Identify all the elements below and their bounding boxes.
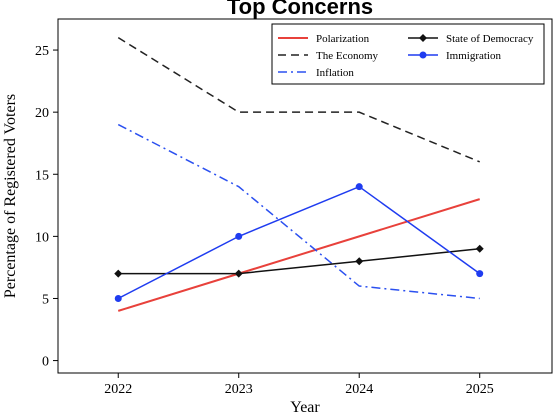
y-tick-label: 10 — [35, 230, 49, 245]
y-tick-label: 15 — [35, 168, 49, 183]
data-point-state-of-democracy — [475, 244, 484, 253]
legend: Polarization The Economy Inflation State of… — [271, 23, 545, 85]
legend-label-polarization: Polarization — [316, 33, 370, 45]
x-tick-label: 2022 — [104, 382, 132, 397]
data-point-immigration — [114, 294, 122, 302]
series-line-polarization — [117, 198, 481, 312]
series-line-the-economy — [117, 36, 480, 163]
x-axis-ticks: 2022 2023 2024 2025 — [104, 373, 494, 397]
x-tick-label: 2023 — [225, 382, 253, 397]
x-axis-label: Year — [290, 399, 320, 416]
y-tick-label: 20 — [35, 106, 49, 121]
legend-marker-immigration — [419, 51, 427, 59]
y-tick-label: 5 — [42, 292, 49, 307]
data-point-immigration — [476, 270, 484, 278]
data-point-state-of-democracy — [114, 269, 123, 278]
legend-label-immigration: Immigration — [446, 50, 501, 62]
plot-frame — [57, 18, 553, 374]
data-point-state-of-democracy — [355, 257, 364, 266]
legend-label-state-of-democracy: State of Democracy — [446, 33, 534, 45]
y-axis-ticks: 0 5 10 15 20 25 — [35, 44, 58, 370]
legend-label-inflation: Inflation — [316, 67, 354, 79]
series-layer — [114, 36, 484, 312]
legend-label-the-economy: The Economy — [316, 50, 379, 62]
y-tick-label: 0 — [42, 355, 49, 370]
series-line-inflation — [117, 123, 480, 300]
x-tick-label: 2024 — [345, 382, 373, 397]
data-point-immigration — [355, 183, 363, 191]
series-line-state-of-democracy — [118, 248, 480, 275]
legend-marker-state-of-democracy — [419, 34, 427, 42]
series-line-immigration — [117, 185, 481, 300]
data-point-state-of-democracy — [234, 269, 243, 278]
chart-title: Top Concerns — [227, 0, 373, 19]
data-point-immigration — [235, 232, 243, 240]
legend-box — [271, 23, 545, 85]
x-tick-label: 2025 — [466, 382, 494, 397]
y-axis-label: Percentage of Registered Voters — [2, 94, 19, 298]
y-tick-label: 25 — [35, 44, 49, 59]
